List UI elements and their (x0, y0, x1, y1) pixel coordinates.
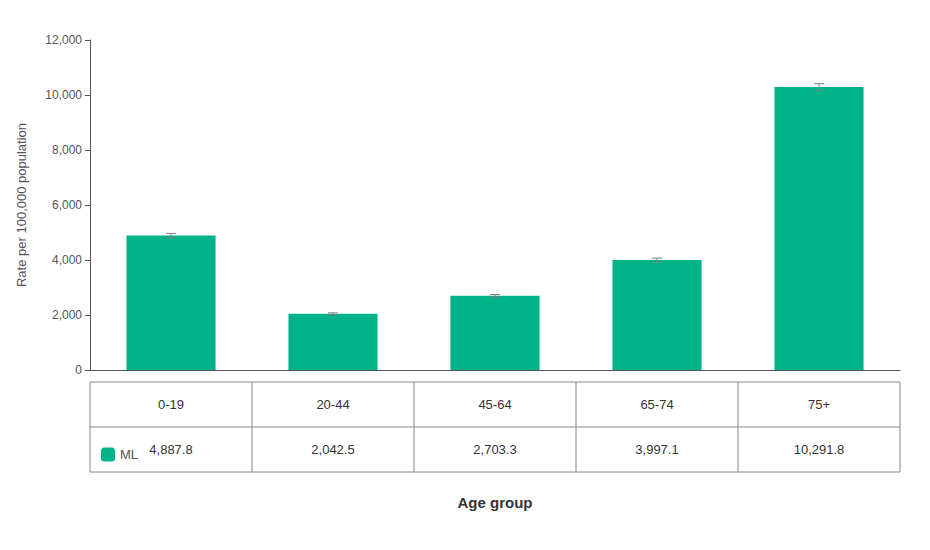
svg-text:6,000: 6,000 (52, 198, 82, 212)
svg-text:20-44: 20-44 (316, 397, 349, 412)
svg-text:Age group: Age group (458, 494, 533, 511)
svg-text:65-74: 65-74 (640, 397, 673, 412)
svg-text:2,703.3: 2,703.3 (473, 442, 516, 457)
svg-text:45-64: 45-64 (478, 397, 511, 412)
svg-text:8,000: 8,000 (52, 143, 82, 157)
svg-text:2,042.5: 2,042.5 (311, 442, 354, 457)
svg-text:0-19: 0-19 (158, 397, 184, 412)
svg-text:Rate per 100,000 population: Rate per 100,000 population (14, 123, 29, 287)
svg-text:2,000: 2,000 (52, 308, 82, 322)
svg-text:10,000: 10,000 (45, 88, 82, 102)
svg-text:0: 0 (75, 363, 82, 377)
svg-text:75+: 75+ (808, 397, 830, 412)
svg-text:4,000: 4,000 (52, 253, 82, 267)
svg-text:ML: ML (120, 447, 138, 462)
svg-text:3,997.1: 3,997.1 (635, 442, 678, 457)
svg-text:4,887.8: 4,887.8 (149, 442, 192, 457)
svg-text:12,000: 12,000 (45, 33, 82, 47)
svg-text:10,291.8: 10,291.8 (794, 442, 845, 457)
